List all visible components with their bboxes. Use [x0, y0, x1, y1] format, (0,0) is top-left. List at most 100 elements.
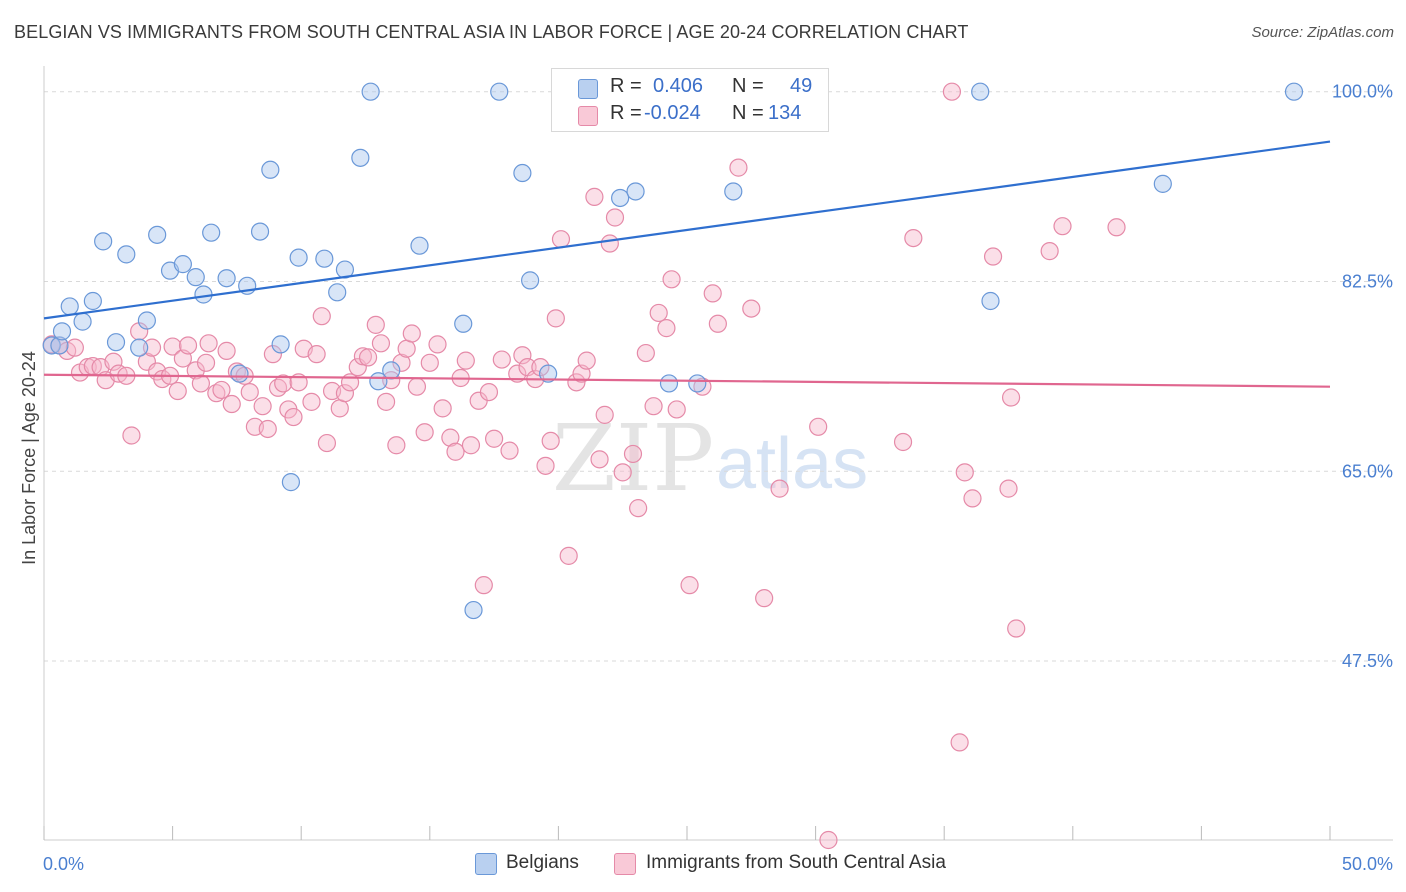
legend-n-label: N = — [732, 102, 764, 124]
immigrant-point — [479, 382, 499, 402]
immigrant-point — [415, 423, 434, 442]
belgian-point — [106, 333, 126, 352]
immigrant-point — [376, 392, 396, 411]
x-tick-label-min: 0.0% — [43, 854, 84, 874]
belgian-point — [186, 268, 205, 287]
legend-swatch-immigrants — [578, 106, 598, 126]
y-tick-label-0: 100.0% — [1332, 82, 1393, 102]
belgian-point — [490, 82, 509, 101]
immigrant-point — [559, 546, 578, 565]
belgian-point — [202, 223, 221, 242]
legend-n-immigrants: 134 — [768, 102, 802, 124]
immigrant-point — [536, 456, 555, 475]
belgian-point — [971, 82, 990, 101]
immigrant-point — [407, 377, 427, 396]
immigrant-point — [258, 419, 277, 439]
immigrant-point — [168, 381, 187, 401]
immigrant-point — [302, 392, 321, 411]
belgian-point — [626, 182, 645, 201]
legend-n-belgians: 49 — [790, 75, 813, 97]
immigrant-point — [999, 479, 1018, 498]
immigrant-point — [693, 377, 712, 396]
immigrant-point — [595, 405, 614, 424]
immigrant-point — [122, 426, 141, 445]
legend-r-immigrants: -0.024 — [644, 102, 701, 124]
y-tick-label-2: 65.0% — [1342, 461, 1393, 481]
immigrant-point — [546, 309, 565, 328]
belgian-point — [50, 336, 69, 355]
belgian-point — [194, 285, 213, 304]
series-belgians — [42, 82, 1304, 620]
immigrant-point — [613, 463, 632, 482]
immigrant-point — [392, 353, 411, 372]
immigrant-point — [809, 417, 828, 436]
belgian-point — [73, 312, 92, 331]
x-tick-label-max: 50.0% — [1342, 854, 1393, 874]
immigrant-point — [605, 208, 625, 227]
immigrant-point — [492, 350, 511, 369]
immigrant-point — [222, 394, 241, 414]
belgian-point — [281, 473, 301, 492]
immigrant-point — [649, 303, 668, 323]
immigrant-point — [585, 187, 604, 206]
immigrant-point — [366, 315, 385, 334]
belgian-point — [688, 374, 707, 393]
immigrant-point — [623, 444, 643, 464]
immigrant-point — [402, 324, 421, 343]
immigrant-point — [1001, 388, 1021, 407]
immigrant-point — [330, 399, 349, 418]
bottom-legend-swatch-immigrants — [614, 853, 636, 875]
immigrant-point — [340, 373, 360, 392]
belgian-point — [230, 364, 249, 383]
immigrant-point — [1107, 218, 1126, 237]
belgian-point — [83, 291, 102, 311]
legend-r-belgians: 0.406 — [653, 75, 704, 97]
belgian-point — [94, 232, 113, 251]
watermark-atlas: atlas — [716, 424, 868, 504]
immigrant-point — [274, 374, 293, 393]
bottom-legend-swatch-belgians — [475, 853, 497, 875]
immigrant-point — [142, 338, 162, 357]
belgian-point — [724, 182, 743, 201]
belgian-point — [130, 338, 149, 357]
belgian-point — [261, 160, 280, 179]
immigrant-point — [428, 335, 447, 354]
immigrant-point — [904, 228, 923, 248]
belgian-point — [361, 82, 380, 101]
immigrant-point — [178, 336, 198, 355]
watermark-zip: ZIP — [552, 405, 714, 512]
immigrant-point — [207, 384, 226, 403]
trend-line-immigrants — [43, 373, 1331, 388]
immigrant-point — [770, 479, 789, 498]
axes — [43, 66, 1393, 841]
immigrant-point — [199, 334, 218, 353]
legend-swatch-belgians — [578, 79, 598, 99]
immigrant-point — [307, 345, 326, 364]
chart-title: BELGIAN VS IMMIGRANTS FROM SOUTH CENTRAL… — [14, 22, 969, 42]
immigrant-point — [513, 346, 532, 365]
immigrant-point — [1053, 217, 1072, 236]
immigrant-point — [636, 343, 655, 363]
belgian-point — [513, 163, 532, 183]
immigrant-point — [441, 428, 460, 447]
belgian-point — [1153, 174, 1172, 193]
immigrant-point — [963, 489, 982, 508]
immigrant-point — [1040, 242, 1059, 261]
immigrant-point — [474, 576, 493, 595]
immigrant-point — [950, 733, 969, 752]
trend-line-belgians — [43, 140, 1331, 320]
immigrant-point — [433, 399, 452, 418]
belgian-point — [454, 314, 473, 333]
bottom-legend-immigrants: Immigrants from South Central Asia — [646, 852, 946, 873]
immigrant-point — [397, 339, 416, 358]
watermark: ZIP atlas — [552, 405, 868, 512]
immigrant-point — [590, 450, 609, 469]
immigrant-point — [703, 284, 722, 303]
belgian-point — [52, 322, 72, 341]
immigrant-point — [358, 348, 378, 367]
immigrant-point — [387, 436, 406, 455]
immigrant-point — [263, 345, 283, 364]
immigrant-point — [212, 380, 231, 400]
legend-n-label: N = — [732, 75, 764, 97]
belgian-point — [289, 248, 308, 267]
